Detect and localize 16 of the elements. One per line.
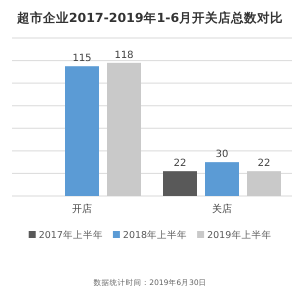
legend-label: 2017年上半年 [38, 229, 103, 241]
data-label: 118 [114, 50, 134, 61]
bar [205, 162, 239, 196]
data-label: 22 [174, 158, 186, 170]
legend-label: 2018年上半年 [122, 229, 188, 241]
chart-title: 超市企业2017-2019年1-6月开关店总数对比 [16, 10, 284, 25]
bar [107, 62, 141, 196]
bar [247, 171, 281, 196]
x-tick-label: 关店 [212, 203, 232, 215]
legend-label: 2019年上半年 [207, 229, 272, 241]
data-label: 115 [72, 53, 92, 64]
data-label: 22 [258, 158, 270, 170]
x-tick-label: 开店 [72, 203, 92, 215]
bar [163, 171, 197, 196]
bar [65, 66, 99, 196]
data-label: 30 [216, 149, 228, 160]
